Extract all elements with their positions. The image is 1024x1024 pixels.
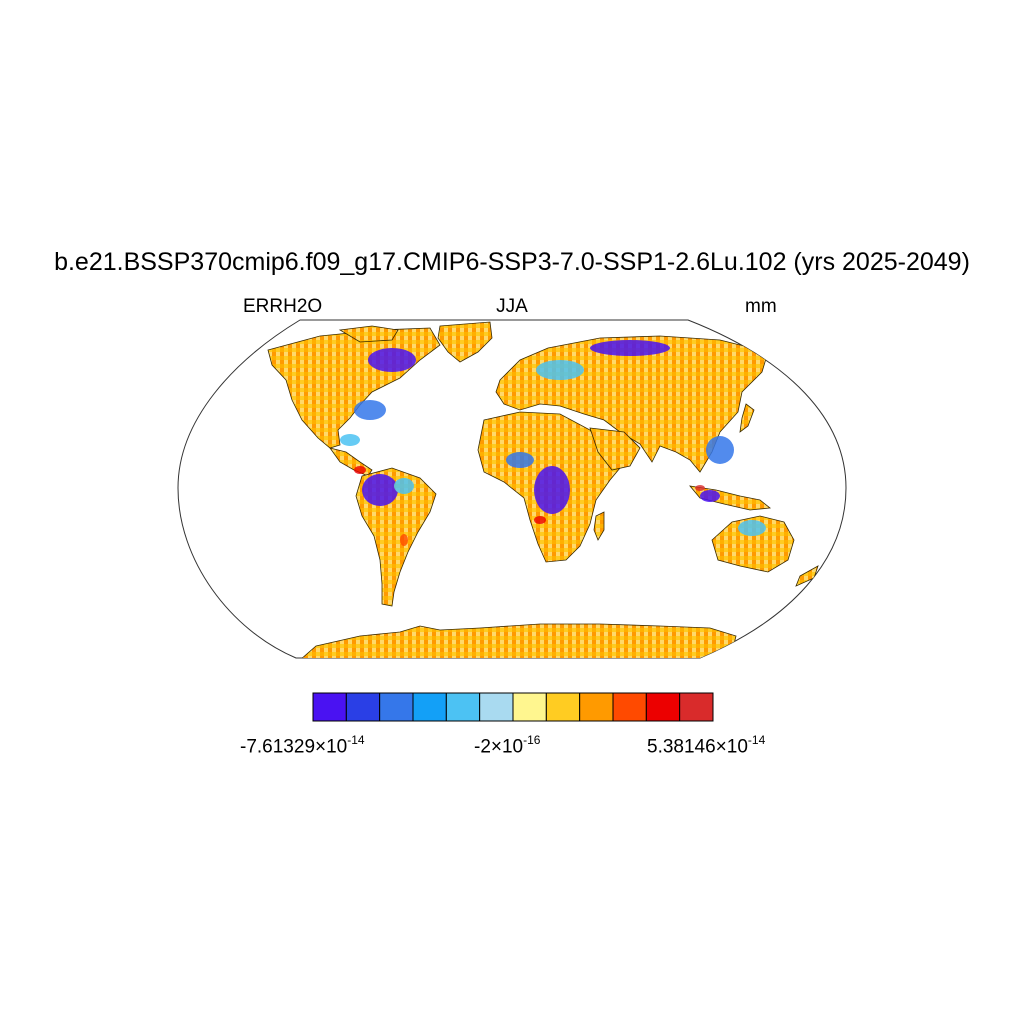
positive-anomaly-patches [354,466,705,546]
greenland [437,321,493,363]
colorbar-label-max: 5.38146×10-14 [647,733,766,758]
japan [739,403,755,433]
colorbar-swatch-5 [479,692,514,722]
colorbar-swatch-8 [579,692,614,722]
colorbar-swatch-11 [679,692,714,722]
colorbar-swatch-10 [645,692,681,722]
madagascar [593,511,605,541]
colorbar-swatch-2 [379,692,414,722]
plot-title: b.e21.BSSP370cmip6.f09_g17.CMIP6-SSP3-7.… [54,248,970,276]
season-label: JJA [496,296,528,317]
colorbar-swatch-9 [612,692,647,722]
variable-label: ERRH2O [243,296,323,317]
colorbar-swatch-0 [312,692,347,722]
colorbar-swatch-1 [345,692,381,722]
colorbar-swatch-3 [412,692,447,722]
colorbar-swatch-6 [512,692,547,722]
colorbar-label-mid: -2×10-16 [474,733,541,758]
colorbar-swatch-4 [445,692,481,722]
units-label: mm [745,296,777,317]
arctic-islands [338,325,399,343]
colorbar [312,692,714,722]
colorbar-label-min: -7.61329×10-14 [240,733,365,758]
arabia [589,427,641,471]
negative-anomaly-patches [340,340,766,536]
australia [711,515,795,573]
colorbar-swatch-7 [545,692,581,722]
